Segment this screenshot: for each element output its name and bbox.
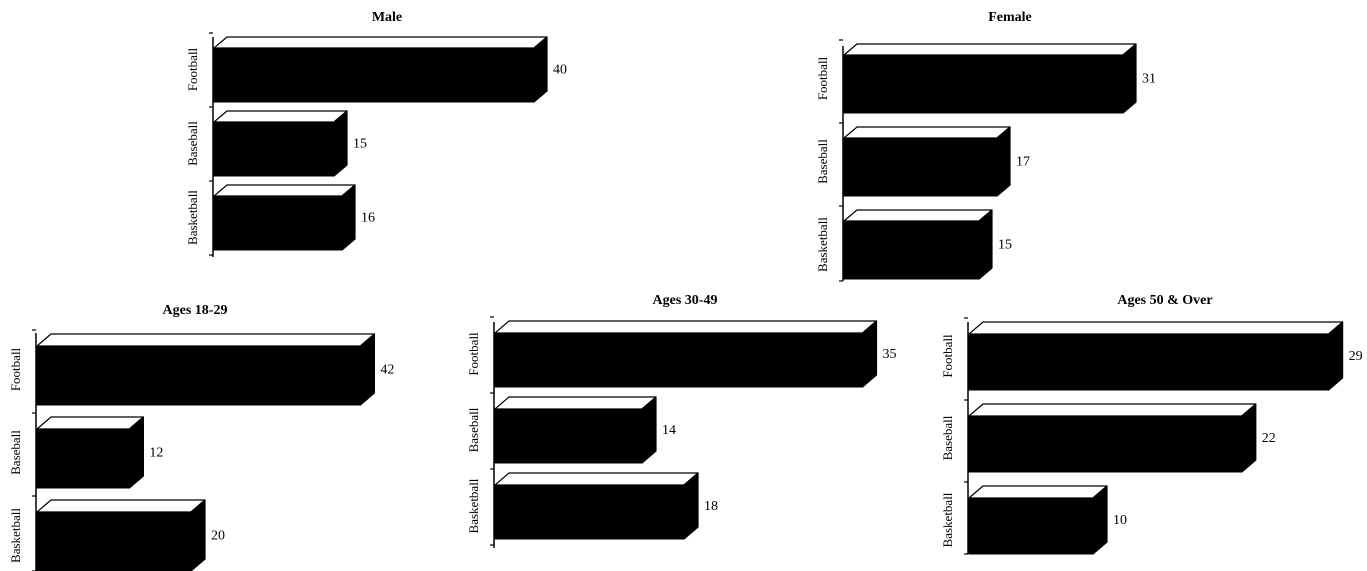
chart-ages-18-29-bar-football-value-label: 42 — [380, 363, 394, 378]
chart-ages-18-29-bar-basketball — [36, 511, 192, 571]
chart-ages-18-29-bar-baseball-top — [36, 416, 144, 430]
chart-ages-50-and-over-category-label-basketball: Basketball — [940, 492, 955, 547]
chart-ages-50-and-over-title: Ages 50 & Over — [1117, 293, 1212, 308]
chart-ages-18-29-category-label-football: Football — [8, 347, 23, 391]
chart-female-bar-football-side — [1122, 43, 1137, 114]
chart-ages-30-49-bar-baseball-value-label: 14 — [662, 423, 676, 438]
chart-female-bar-basketball-side — [978, 209, 993, 280]
chart-ages-30-49-category-label-basketball: Basketball — [466, 478, 481, 533]
chart-ages-50-and-over-bar-basketball — [968, 497, 1094, 555]
chart-ages-30-49-bar-football — [494, 332, 863, 388]
chart-ages-18-29-bar-basketball-value-label: 20 — [211, 529, 225, 544]
chart-male-bar-baseball-top — [213, 110, 348, 123]
chart-ages-18-29-bar-basketball-top — [36, 499, 206, 513]
chart-ages-50-and-over-bar-basketball-top — [968, 485, 1108, 499]
chart-male-bar-football — [213, 47, 535, 103]
chart-female: Female 31 Football 17 Baseball 15 Basketball — [815, 10, 1156, 282]
chart-ages-30-49-bar-football-value-label: 35 — [883, 347, 897, 362]
chart-male-bar-baseball-value-label: 15 — [353, 137, 367, 152]
chart-ages-18-29-category-label-basketball: Basketball — [8, 508, 23, 563]
chart-female-title: Female — [988, 10, 1032, 25]
chart-ages-30-49-bar-basketball-value-label: 18 — [704, 499, 718, 514]
chart-male-bar-basketball — [213, 195, 343, 251]
chart-ages-30-49-bar-basketball-side — [683, 472, 699, 540]
chart-ages-30-49-bar-basketball-top — [494, 472, 699, 486]
chart-ages-50-and-over-category-label-football: Football — [940, 334, 955, 378]
chart-ages-18-29-bar-football-top — [36, 333, 375, 347]
chart-ages-50-and-over-bar-baseball-top — [968, 403, 1257, 417]
chart-ages-18-29-bar-football — [36, 345, 361, 406]
chart-female-bar-football-top — [843, 43, 1137, 56]
chart-female-bar-baseball-top — [843, 126, 1011, 139]
chart-female-category-label-baseball: Baseball — [815, 139, 830, 184]
chart-ages-50-and-over-category-label-baseball: Baseball — [940, 415, 955, 460]
chart-ages-50-and-over-bar-football — [968, 333, 1330, 391]
chart-ages-18-29-bar-baseball-value-label: 12 — [149, 446, 163, 461]
chart-ages-50-and-over-bar-football-value-label: 29 — [1349, 349, 1363, 364]
chart-female-bar-football-value-label: 31 — [1142, 72, 1156, 87]
chart-ages-50-and-over-bar-baseball-value-label: 22 — [1262, 431, 1276, 446]
chart-ages-18-29: Ages 18-29 42 Football 12 Baseball 20 Basketba… — [8, 303, 394, 571]
chart-male-bar-basketball-top — [213, 184, 356, 197]
chart-ages-50-and-over-bar-baseball-side — [1241, 403, 1257, 473]
chart-ages-30-49-bar-baseball-top — [494, 396, 657, 410]
chart-male-bar-football-top — [213, 36, 548, 49]
chart-ages-50-and-over-bar-basketball-value-label: 10 — [1113, 513, 1127, 528]
chart-male-bar-basketball-side — [341, 184, 356, 251]
chart-ages-30-49-bar-football-top — [494, 320, 878, 334]
chart-ages-18-29-category-label-baseball: Baseball — [8, 430, 23, 475]
chart-ages-18-29-bar-baseball-side — [128, 416, 144, 489]
chart-ages-30-49-category-label-baseball: Baseball — [466, 407, 481, 452]
chart-male-bar-football-side — [533, 36, 548, 103]
chart-male: Male 40 Football 15 Baseball 16 Basketball — [185, 10, 567, 257]
chart-female-bar-baseball-side — [996, 126, 1011, 197]
chart-ages-18-29-bar-basketball-side — [190, 499, 206, 571]
chart-ages-30-49-title: Ages 30-49 — [653, 293, 718, 308]
chart-female-category-label-basketball: Basketball — [815, 217, 830, 272]
chart-ages-50-and-over-bar-baseball — [968, 415, 1243, 473]
chart-female-bar-basketball — [843, 220, 980, 280]
chart-male-bar-basketball-value-label: 16 — [361, 211, 375, 226]
chart-ages-30-49: Ages 30-49 35 Football 14 Baseball 18 Basketba… — [466, 293, 897, 548]
chart-female-bar-football — [843, 54, 1124, 114]
chart-female-bar-basketball-value-label: 15 — [998, 238, 1012, 253]
chart-male-category-label-basketball: Basketball — [185, 190, 200, 245]
chart-ages-30-49-bar-baseball-side — [641, 396, 657, 464]
chart-ages-30-49-category-label-football: Football — [466, 332, 481, 376]
chart-ages-50-and-over-bar-football-top — [968, 321, 1344, 335]
chart-ages-30-49-bar-football-side — [861, 320, 878, 388]
chart-ages-50-and-over: Ages 50 & Over 29 Football 22 Baseball 10 Bask… — [940, 293, 1363, 555]
chart-female-bar-basketball-top — [843, 209, 993, 222]
chart-male-bar-football-value-label: 40 — [553, 63, 567, 78]
chart-ages-18-29-bar-baseball — [36, 428, 130, 489]
chart-male-category-label-baseball: Baseball — [185, 121, 200, 166]
chart-female-bar-baseball-value-label: 17 — [1016, 155, 1030, 170]
chart-ages-50-and-over-bar-basketball-side — [1092, 485, 1108, 555]
chart-ages-18-29-bar-football-side — [359, 333, 375, 406]
chart-ages-50-and-over-bar-football-side — [1327, 321, 1344, 391]
chart-male-bar-baseball — [213, 121, 335, 177]
chart-female-category-label-football: Football — [815, 56, 830, 100]
chart-ages-18-29-title: Ages 18-29 — [163, 303, 228, 318]
chart-female-bar-baseball — [843, 137, 998, 197]
chart-ages-30-49-bar-basketball — [494, 484, 685, 540]
chart-male-category-label-football: Football — [185, 47, 200, 91]
chart-male-bar-baseball-side — [333, 110, 348, 177]
chart-male-title: Male — [372, 10, 402, 25]
chart-ages-30-49-bar-baseball — [494, 408, 643, 464]
